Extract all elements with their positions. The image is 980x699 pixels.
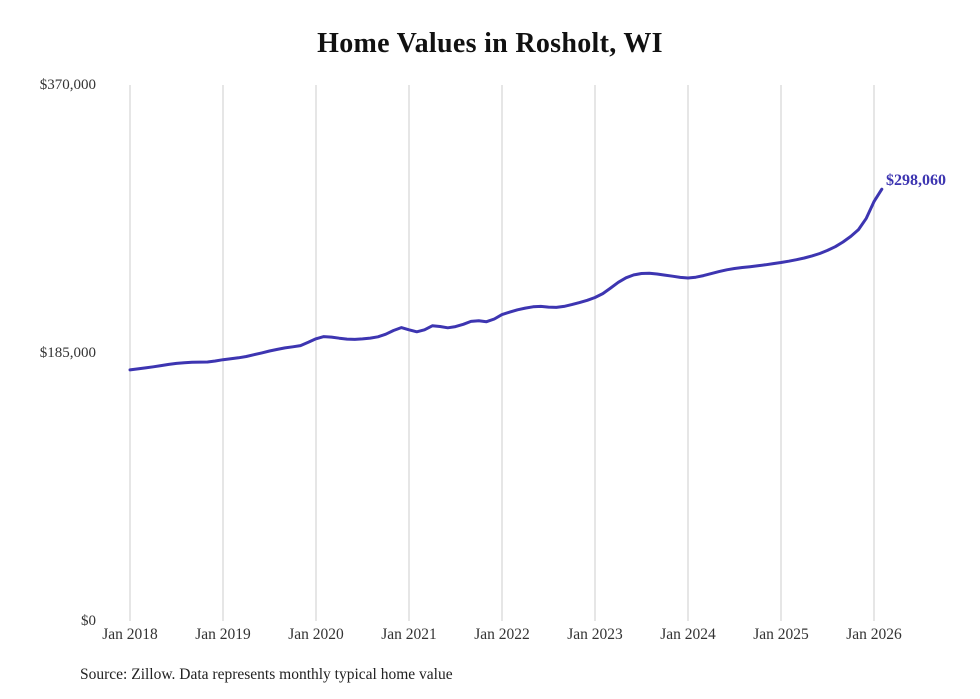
y-axis-tick-label: $185,000: [39, 345, 96, 361]
y-axis-tick-label: $0: [81, 613, 96, 629]
x-axis-tick-label: Jan 2018: [102, 626, 158, 643]
source-note: Source: Zillow. Data represents monthly …: [80, 666, 453, 683]
gridlines: [129, 85, 875, 621]
x-axis-tick-label: Jan 2022: [474, 626, 530, 643]
chart-title: Home Values in Rosholt, WI: [317, 28, 663, 59]
y-axis-tick-label: $370,000: [39, 77, 96, 93]
home-value-line: [128, 187, 884, 372]
x-axis-tick-label: Jan 2020: [288, 626, 344, 643]
x-axis-tick-label: Jan 2026: [846, 626, 902, 643]
final-value-label: $298,060: [886, 172, 946, 189]
x-axis-tick-label: Jan 2024: [660, 626, 716, 643]
x-axis-tick-label: Jan 2023: [567, 626, 623, 643]
x-axis-tick-label: Jan 2019: [195, 626, 251, 643]
x-axis-tick-label: Jan 2025: [753, 626, 809, 643]
x-axis-tick-label: Jan 2021: [381, 626, 437, 643]
